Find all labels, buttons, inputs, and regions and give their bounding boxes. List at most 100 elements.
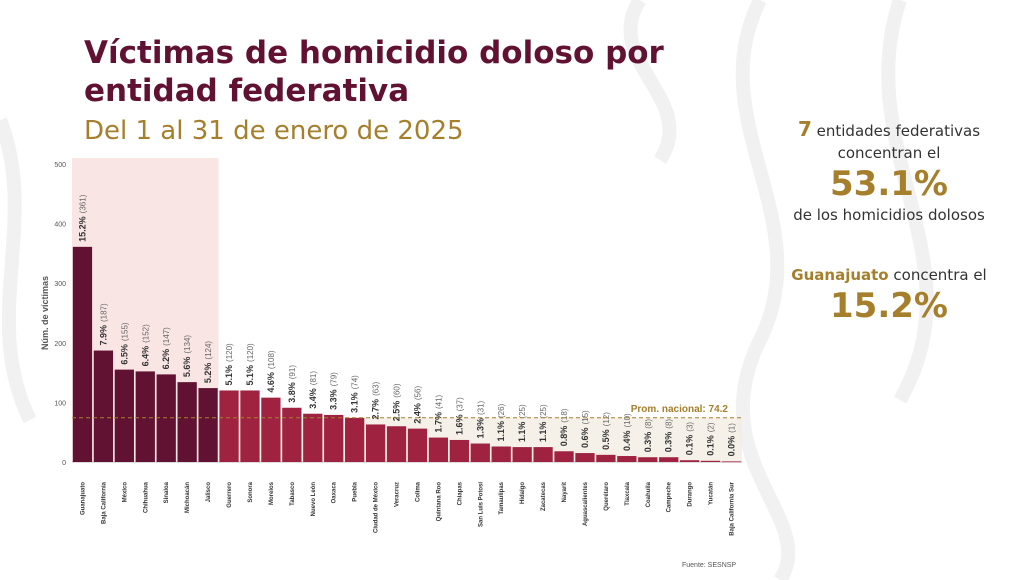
bar xyxy=(575,453,595,462)
bar xyxy=(407,428,428,462)
bar-value-label: 2.7% (63) xyxy=(371,381,381,419)
bar-percent: 0.3% xyxy=(643,432,653,453)
bar-percent-label: 2.7% (63) xyxy=(371,381,381,419)
bar xyxy=(303,413,323,462)
bar-percent-label: 0.5% (12) xyxy=(601,412,611,450)
bar-count: (26) xyxy=(497,403,506,418)
bar xyxy=(721,461,742,463)
category-label: Nuevo León xyxy=(311,482,317,517)
category-label: México xyxy=(122,482,128,503)
bar-percent: 4.6% xyxy=(266,372,276,393)
bar-value-label: 5.1% (120) xyxy=(224,343,234,386)
bar-count: (361) xyxy=(78,194,87,213)
bar-percent-label: 0.0% (1) xyxy=(727,423,737,457)
state-panel: Guanajuato concentra el 15.2% xyxy=(764,264,1014,326)
bar xyxy=(512,447,532,462)
bar-value-label: 3.1% (74) xyxy=(350,375,360,413)
bar xyxy=(617,456,637,462)
bar-count: (63) xyxy=(372,381,381,396)
bar-percent: 1.1% xyxy=(517,422,527,443)
bar xyxy=(198,388,218,462)
y-tick-label: 300 xyxy=(54,281,66,288)
bar-count: (25) xyxy=(518,404,527,419)
source-note: Fuente: SESNSP xyxy=(682,562,737,569)
bar xyxy=(93,350,114,462)
category-label: Yucatán xyxy=(709,482,715,505)
category-label: San Luis Potosí xyxy=(478,482,484,527)
bar-value-label: 5.1% (120) xyxy=(245,343,255,386)
page-title: Víctimas de homicidio doloso por entidad… xyxy=(84,35,664,109)
bar-count: (147) xyxy=(162,327,171,346)
bar-percent-label: 2.4% (56) xyxy=(412,386,422,424)
bar-percent: 6.5% xyxy=(119,344,129,365)
bar xyxy=(428,437,449,462)
bar-count: (155) xyxy=(120,322,129,341)
category-label: Tamaulipas xyxy=(499,481,505,514)
category-label: Baja California Sur xyxy=(730,481,736,535)
bar-value-label: 6.5% (155) xyxy=(119,322,129,365)
y-tick-label: 0 xyxy=(62,460,66,467)
summary-line1: entidades federativas xyxy=(811,122,981,140)
summary-line3: de los homicidios dolosos xyxy=(793,206,985,224)
bar xyxy=(219,390,239,462)
category-label: Ciudad de México xyxy=(374,482,380,533)
state-percent: 15.2% xyxy=(830,286,948,326)
bar-percent: 1.6% xyxy=(454,414,464,435)
bar-value-label: 1.1% (25) xyxy=(538,404,548,442)
bar-value-label: 3.8% (91) xyxy=(287,365,297,403)
category-label: Sonora xyxy=(248,481,254,502)
bar-percent-label: 1.1% (25) xyxy=(538,404,548,442)
bar-percent: 1.1% xyxy=(538,422,548,443)
bar-percent: 0.3% xyxy=(664,432,674,453)
bar-percent: 1.7% xyxy=(433,412,443,433)
bar-percent-label: 3.8% (91) xyxy=(287,365,297,403)
bar xyxy=(135,371,155,462)
bar-percent-label: 1.1% (26) xyxy=(496,403,506,441)
bar-percent-label: 0.3% (8) xyxy=(664,419,674,453)
bar-percent: 15.2% xyxy=(77,216,87,242)
bar-percent: 6.2% xyxy=(161,349,171,370)
bar-percent-label: 6.4% (152) xyxy=(140,324,150,367)
bar-value-label: 7.9% (187) xyxy=(98,303,108,346)
bar-percent: 7.9% xyxy=(98,325,108,346)
bar-percent-label: 0.4% (10) xyxy=(622,413,632,451)
bar-percent: 5.1% xyxy=(245,365,255,386)
bar-percent: 0.1% xyxy=(706,435,716,456)
bar-percent-label: 5.2% (124) xyxy=(203,341,213,384)
category-label: Coahuila xyxy=(646,481,652,507)
bar-count: (15) xyxy=(581,410,590,425)
bar-percent-label: 2.5% (60) xyxy=(392,383,402,421)
bar-percent: 0.1% xyxy=(685,435,695,456)
bar-value-label: 3.4% (81) xyxy=(308,371,318,409)
bar xyxy=(470,443,490,462)
bar xyxy=(282,407,302,462)
category-label: Jalisco xyxy=(206,482,212,503)
category-label: Durango xyxy=(688,482,694,507)
bar-value-label: 0.1% (2) xyxy=(706,422,716,456)
bar-value-label: 2.5% (60) xyxy=(392,383,402,421)
category-label: Sinaloa xyxy=(164,481,170,503)
bar xyxy=(659,457,679,462)
category-label: Chihuahua xyxy=(143,481,149,513)
bar-value-label: 0.4% (10) xyxy=(622,413,632,451)
bar-percent: 0.5% xyxy=(601,429,611,450)
bar-count: (187) xyxy=(99,303,108,322)
bar xyxy=(449,439,469,462)
bar-count: (120) xyxy=(225,343,234,362)
bar-percent: 0.6% xyxy=(580,428,590,449)
bar-value-label: 0.6% (15) xyxy=(580,410,590,448)
bar-count: (2) xyxy=(707,422,716,432)
bar-percent-label: 5.1% (120) xyxy=(245,343,255,386)
state-name: Guanajuato xyxy=(791,266,889,284)
bar-value-label: 0.8% (18) xyxy=(559,408,569,446)
bar-value-label: 6.4% (152) xyxy=(140,324,150,367)
bar-value-label: 0.1% (3) xyxy=(685,422,695,456)
bar-value-label: 0.0% (1) xyxy=(727,423,737,457)
bar-percent-label: 0.6% (15) xyxy=(580,410,590,448)
page-subtitle: Del 1 al 31 de enero de 2025 xyxy=(84,116,464,146)
bar-count: (41) xyxy=(434,394,443,409)
bar-percent: 0.0% xyxy=(727,436,737,457)
concentration-percent: 53.1% xyxy=(830,164,948,204)
bar-value-label: 0.3% (8) xyxy=(643,419,653,453)
